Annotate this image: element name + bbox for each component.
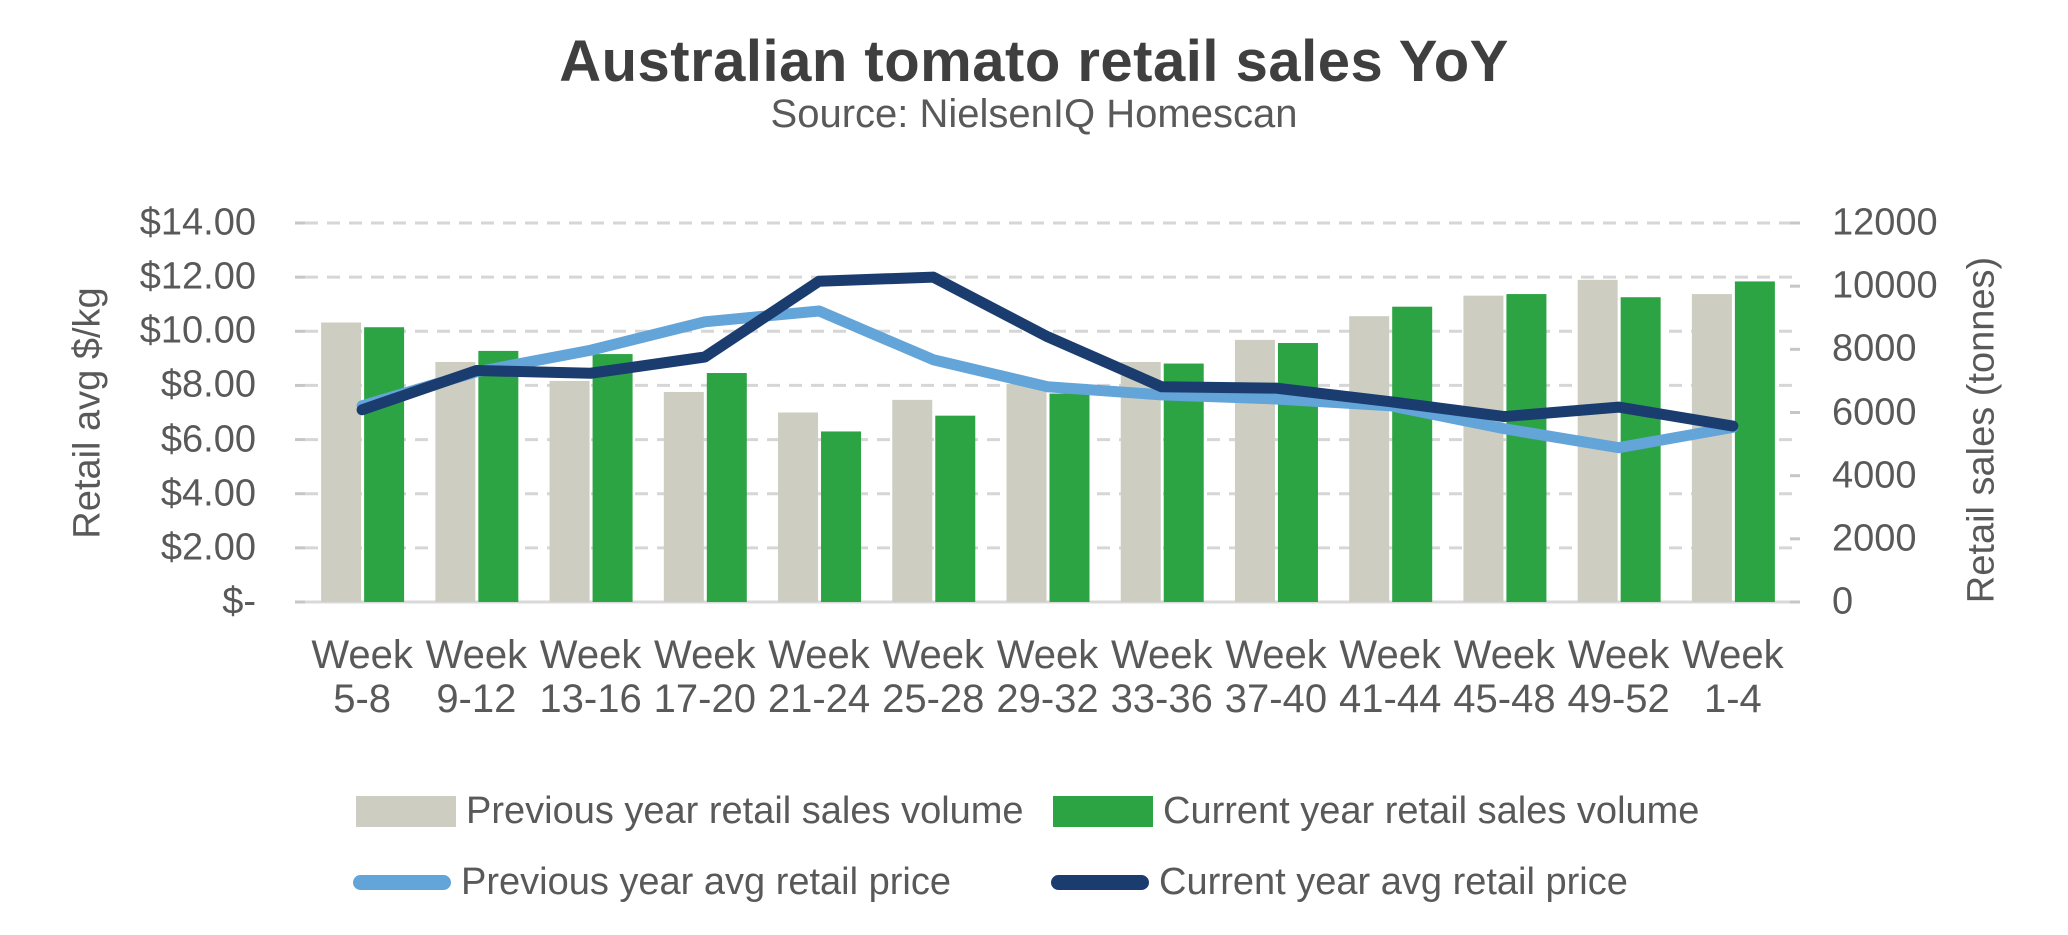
bar-curr-year-volume — [706, 373, 747, 602]
x-axis-label: Week 1-4 — [1682, 633, 1784, 721]
legend-label-curr-price: Current year avg retail price — [1159, 861, 1628, 903]
x-axis-label: Week 49-52 — [1567, 633, 1670, 721]
left-axis-tick-label: $10.00 — [139, 309, 256, 352]
bar-prev-year-volume — [1234, 339, 1275, 602]
bar-prev-year-volume — [435, 361, 476, 602]
right-axis-tick-label: 0 — [1832, 580, 1854, 623]
bar-prev-year-volume — [778, 412, 819, 602]
x-axis-label: Week 45-48 — [1453, 633, 1556, 721]
x-axis-label: Week 17-20 — [653, 633, 756, 721]
price-line-curr-year — [356, 271, 1739, 432]
legend-label-curr-volume: Current year retail sales volume — [1163, 790, 1700, 832]
legend-item-curr-price: Current year avg retail price — [1051, 861, 1628, 904]
legend-item-prev-price: Previous year avg retail price — [353, 861, 951, 904]
right-axis-tick-label: 12000 — [1832, 201, 1938, 244]
bar-curr-year-volume — [1734, 281, 1775, 602]
price-line-prev-year — [356, 305, 1739, 454]
left-axis-tick-label: $8.00 — [160, 363, 256, 406]
chart-subtitle: Source: NielsenIQ Homescan — [770, 92, 1298, 136]
legend-label-prev-volume: Previous year retail sales volume — [466, 790, 1024, 832]
right-axis-tick-label: 2000 — [1832, 517, 1917, 560]
bar-curr-year-volume — [1163, 363, 1204, 602]
bar-prev-year-volume — [1120, 361, 1161, 602]
bar-prev-year-volume — [892, 399, 933, 602]
right-axis-title: Retail sales (tonnes) — [1960, 256, 2003, 604]
legend-item-curr-volume: Current year retail sales volume — [1053, 790, 1699, 833]
x-axis-label: Week 29-32 — [996, 633, 1099, 721]
bar-prev-year-volume — [549, 380, 590, 602]
right-axis-tick-label: 6000 — [1832, 391, 1917, 433]
x-axis-label: Week 5-8 — [311, 633, 413, 721]
x-axis-label: Week 9-12 — [425, 633, 528, 721]
left-axis-tick-label: $14.00 — [139, 201, 256, 244]
right-axis-tick-label: 8000 — [1832, 327, 1917, 370]
x-axis-label: Week 13-16 — [539, 633, 642, 721]
bar-prev-year-volume — [663, 391, 704, 602]
bar-prev-year-volume — [321, 322, 362, 602]
bar-curr-year-volume — [592, 354, 633, 602]
bar-prev-year-volume — [1463, 295, 1504, 602]
bar-curr-year-volume — [1506, 294, 1547, 602]
left-axis-tick-label: $2.00 — [160, 526, 256, 569]
legend-swatch-curr-volume — [1053, 796, 1153, 827]
bar-curr-year-volume — [821, 431, 862, 602]
left-axis-tick-label: $12.00 — [139, 255, 256, 298]
x-axis-label: Week 33-36 — [1110, 633, 1213, 721]
bar-prev-year-volume — [1691, 294, 1732, 602]
right-axis-tick-label: 10000 — [1832, 264, 1938, 307]
bar-prev-year-volume — [1349, 316, 1390, 602]
left-axis-tick-label: $4.00 — [160, 472, 256, 515]
left-axis-tick-label: $- — [222, 580, 256, 623]
legend-item-prev-volume: Previous year retail sales volume — [356, 790, 1024, 833]
x-axis-label: Week 37-40 — [1224, 633, 1328, 721]
bar-curr-year-volume — [364, 327, 405, 602]
bar-curr-year-volume — [1277, 343, 1318, 602]
x-axis-label: Week 21-24 — [767, 633, 871, 721]
bar-curr-year-volume — [935, 415, 976, 602]
legend-swatch-prev-price — [353, 875, 451, 890]
legend-swatch-curr-price — [1051, 875, 1149, 890]
chart-title: Australian tomato retail sales YoY — [559, 29, 1509, 94]
left-axis-tick-label: $6.00 — [160, 418, 256, 461]
x-axis-label: Week 25-28 — [882, 633, 985, 721]
bar-curr-year-volume — [1392, 306, 1433, 602]
bar-prev-year-volume — [1006, 384, 1047, 602]
bar-curr-year-volume — [1049, 393, 1090, 602]
legend-label-prev-price: Previous year avg retail price — [461, 861, 951, 903]
legend-swatch-prev-volume — [356, 796, 456, 827]
right-axis-tick-label: 4000 — [1832, 454, 1917, 497]
bar-curr-year-volume — [478, 350, 519, 602]
x-axis-label: Week 41-44 — [1339, 633, 1442, 721]
